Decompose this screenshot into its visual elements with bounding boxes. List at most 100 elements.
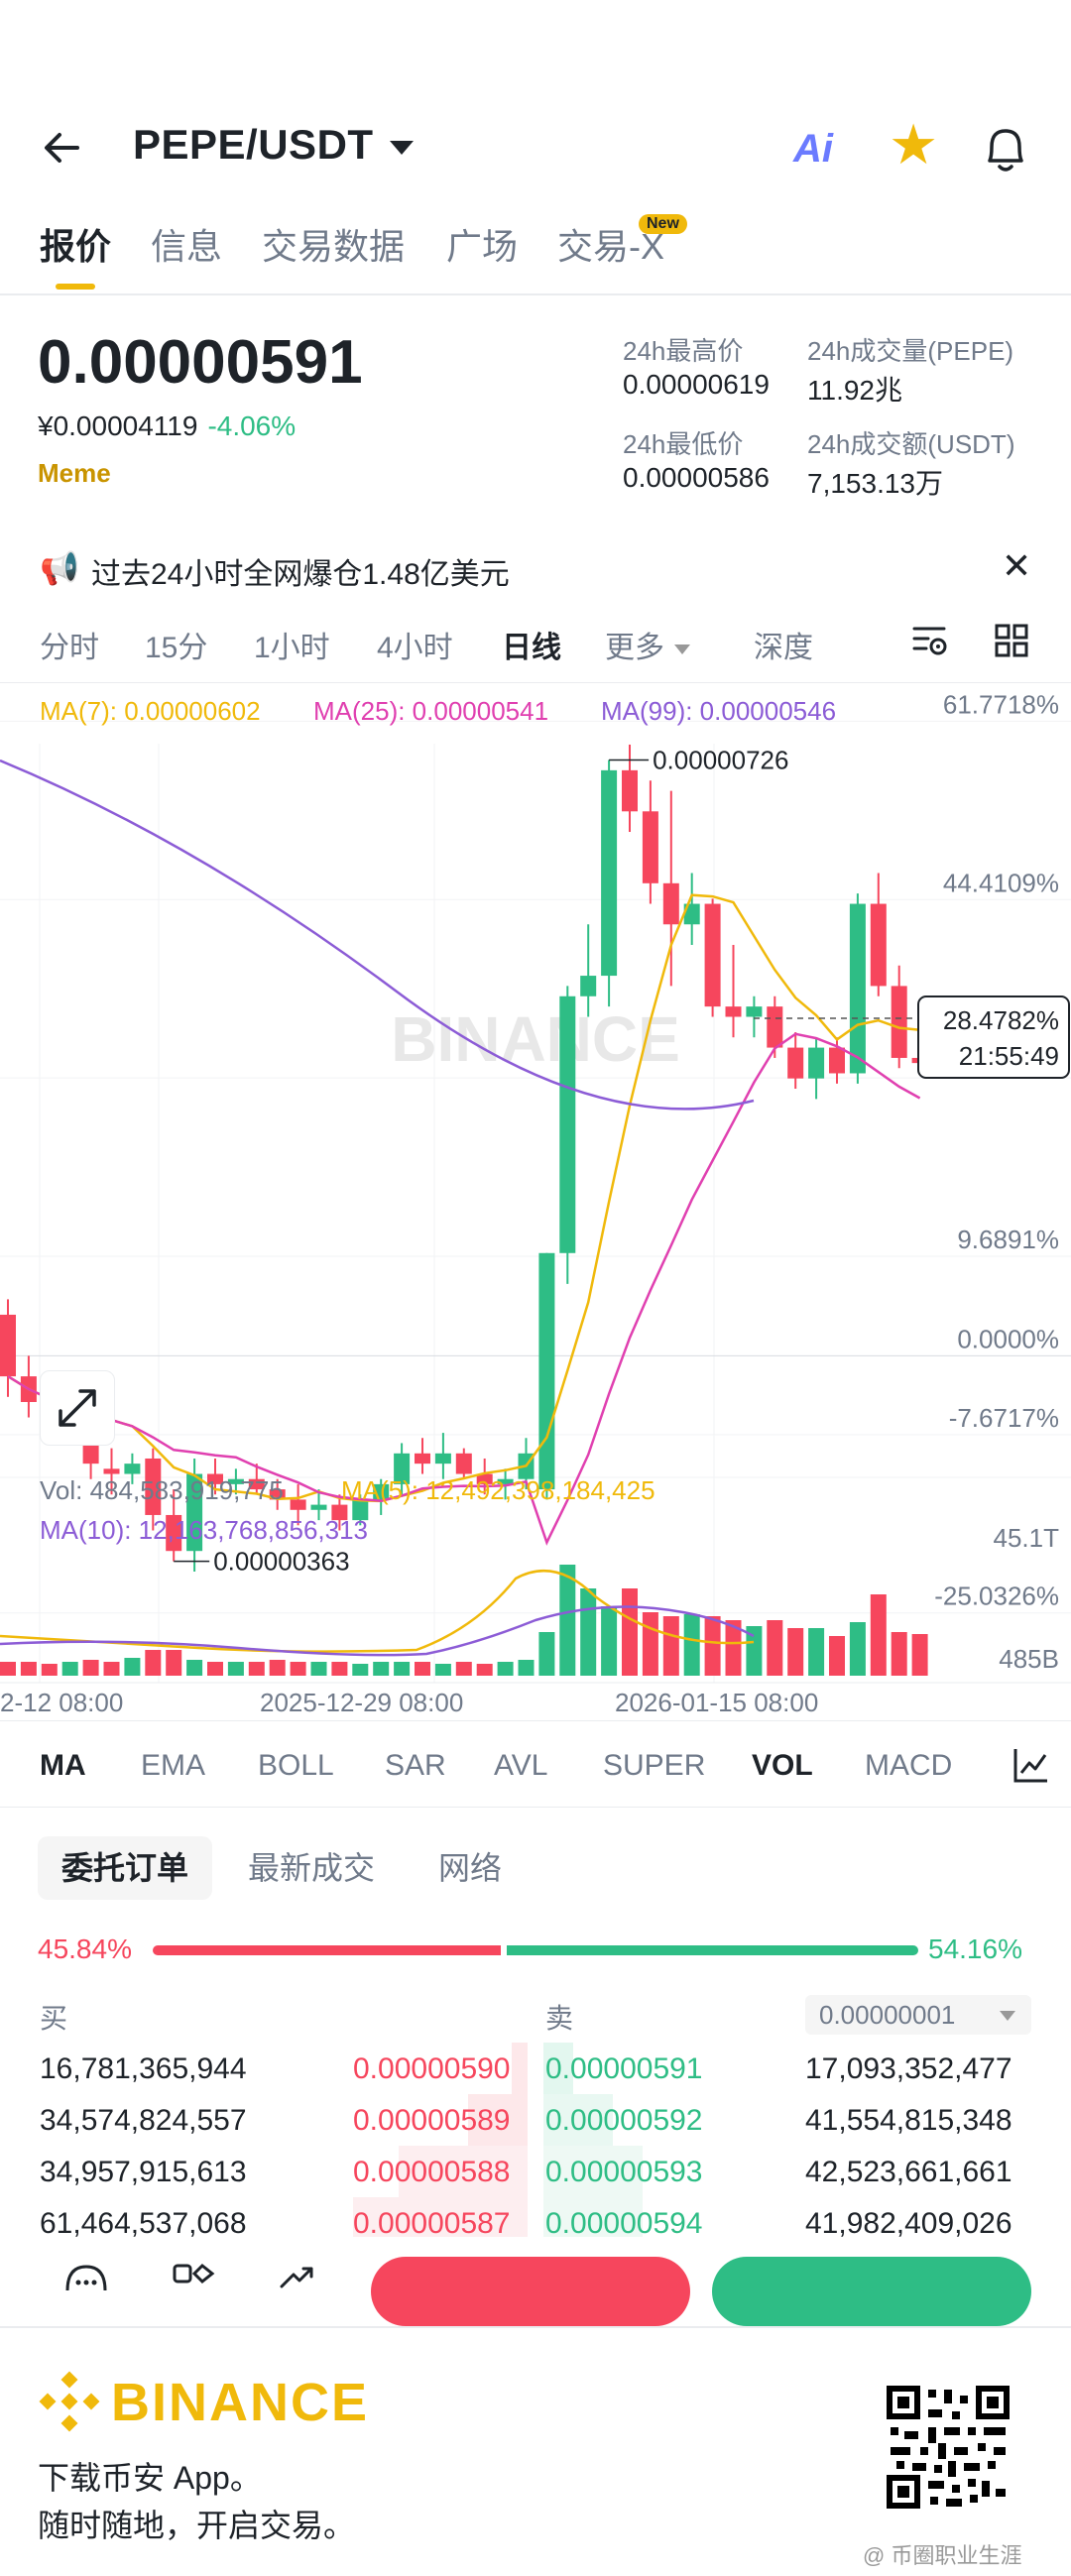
tf-4h[interactable]: 4小时: [377, 632, 453, 664]
ask-qty: 41,982,409,026: [805, 2207, 1012, 2237]
orderbook-row[interactable]: 61,464,537,068 0.00000587 0.00000594 41,…: [0, 2207, 1071, 2237]
candle-body: [538, 1252, 555, 1490]
candle-body: [704, 903, 721, 1007]
candle-body: [891, 986, 907, 1058]
tab-quote[interactable]: 报价: [40, 226, 112, 267]
orderbook-row[interactable]: 34,574,824,557 0.00000589 0.00000592 41,…: [0, 2104, 1071, 2156]
x-label-2: 2025-12-29 08:00: [260, 1688, 463, 1717]
ind-macd[interactable]: MACD: [865, 1749, 953, 1782]
close-icon[interactable]: ✕: [1002, 545, 1032, 586]
bid-price: 0.00000588: [353, 2156, 511, 2188]
vol-ma5-line: [0, 1570, 755, 1653]
tab-recent-trades[interactable]: 最新成交: [248, 1850, 376, 1886]
back-arrow-icon[interactable]: [38, 123, 87, 173]
buy-button[interactable]: [371, 2257, 690, 2326]
liquidation-banner[interactable]: 📢 过去24小时全网爆仓1.48亿美元 ✕: [0, 537, 1071, 597]
ask-price: 0.00000592: [545, 2104, 703, 2137]
sell-button[interactable]: [712, 2257, 1031, 2326]
stat-low-label: 24h最低价: [623, 429, 744, 459]
y-tick-label: -25.0326%: [934, 1581, 1059, 1611]
sell-ratio-bar: [507, 1945, 918, 1955]
ind-ma[interactable]: MA: [40, 1749, 86, 1782]
divider: [0, 1807, 1071, 1808]
sell-column-label: 卖: [545, 2003, 574, 2034]
meme-tag[interactable]: Meme: [38, 458, 111, 488]
chevron-down-icon: [389, 140, 414, 155]
ind-super[interactable]: SUPER: [603, 1749, 706, 1782]
candle-body: [476, 1473, 493, 1484]
candle-body: [207, 1473, 223, 1484]
candle-body: [352, 1499, 369, 1521]
convert-icon[interactable]: [278, 2263, 321, 2290]
candle-body: [849, 903, 866, 1074]
candles-group: [0, 744, 928, 1572]
candle-body: [290, 1499, 306, 1510]
volume-bar: [434, 1664, 451, 1676]
tf-1h[interactable]: 1小时: [254, 632, 330, 664]
candle-body: [559, 995, 576, 1253]
volume-bar: [331, 1662, 348, 1676]
y-tick-label: 0.0000%: [957, 1324, 1059, 1353]
volume-bar: [725, 1620, 742, 1676]
favorite-star-icon[interactable]: ★: [889, 113, 939, 176]
tf-15m[interactable]: 15分: [145, 632, 208, 664]
stat-high-value: 0.00000619: [623, 369, 770, 400]
tf-line[interactable]: 分时: [40, 632, 99, 664]
volume-bar: [704, 1616, 721, 1676]
y-tick-label: 9.6891%: [957, 1225, 1059, 1254]
active-tab-indicator: [56, 284, 95, 290]
tab-orders[interactable]: 委托订单: [38, 1836, 213, 1900]
ind-boll[interactable]: BOLL: [258, 1749, 334, 1782]
orderbook-row[interactable]: 34,957,915,613 0.00000588 0.00000593 42,…: [0, 2156, 1071, 2207]
ind-avl[interactable]: AVL: [494, 1749, 548, 1782]
price-chart[interactable]: BINANCE 61.7718% 44.4109% 9.6891% 0.0000% -7…: [0, 684, 1071, 1720]
tab-trading-data[interactable]: 交易数据: [262, 226, 406, 267]
candle-body: [580, 976, 597, 996]
tab-network[interactable]: 网络: [438, 1850, 503, 1886]
candle-body: [248, 1478, 265, 1490]
precision-select[interactable]: 0.00000001: [805, 1995, 1031, 2035]
bid-depth-bars: [353, 2043, 528, 2245]
header: PEPE/USDT Ai ★: [0, 99, 1071, 198]
watermark-text: @ 币圈职业生涯: [863, 2543, 1022, 2568]
fullscreen-button[interactable]: [40, 1370, 115, 1446]
tf-depth[interactable]: 深度: [754, 632, 813, 664]
candle-body: [166, 1514, 182, 1552]
more-dots-icon[interactable]: [63, 2263, 109, 2292]
orderbook-row[interactable]: 16,781,365,944 0.00000590 0.00000591 17,…: [0, 2052, 1071, 2104]
candle-body: [622, 769, 638, 812]
tab-info[interactable]: 信息: [151, 226, 223, 267]
indicator-settings-icon[interactable]: [1012, 1745, 1051, 1785]
ind-sar[interactable]: SAR: [385, 1749, 446, 1782]
volume-bar: [746, 1626, 763, 1676]
tf-more[interactable]: 更多: [605, 623, 690, 666]
sell-percent: 54.16%: [928, 1933, 1022, 1964]
vol-tick-bottom: 485B: [999, 1644, 1059, 1674]
vol-ma5-legend: MA(5): 12,492,398,184,425: [341, 1475, 655, 1505]
bell-icon[interactable]: [980, 121, 1031, 176]
tab-square[interactable]: 广场: [446, 226, 519, 267]
candle-body: [725, 1006, 742, 1017]
chart-settings-icon[interactable]: [910, 623, 950, 660]
tf-1d[interactable]: 日线: [502, 632, 561, 664]
ai-icon[interactable]: Ai: [793, 127, 833, 171]
candle-body: [746, 1006, 763, 1017]
candle-body: [0, 1314, 16, 1377]
expand-icon: [59, 1389, 96, 1427]
y-tick-label: -7.6717%: [949, 1403, 1059, 1433]
volume-bar: [787, 1628, 804, 1676]
divider: [0, 682, 1071, 683]
high-label: 0.00000726: [653, 745, 788, 774]
pair-selector[interactable]: PEPE/USDT: [133, 121, 414, 169]
trade-bots-icon[interactable]: [173, 2263, 216, 2288]
stat-vol-value: 11.92兆: [807, 375, 902, 406]
layout-grid-icon[interactable]: [994, 623, 1029, 658]
volume-bar: [310, 1662, 327, 1676]
volume-bar: [269, 1660, 286, 1676]
tf-more-label: 更多: [605, 632, 664, 664]
ind-vol[interactable]: VOL: [752, 1749, 813, 1782]
volume-bars: [0, 1565, 928, 1676]
pair-title: PEPE/USDT: [133, 121, 374, 168]
cny-value: ¥0.00004119: [38, 410, 198, 441]
ind-ema[interactable]: EMA: [141, 1749, 206, 1782]
